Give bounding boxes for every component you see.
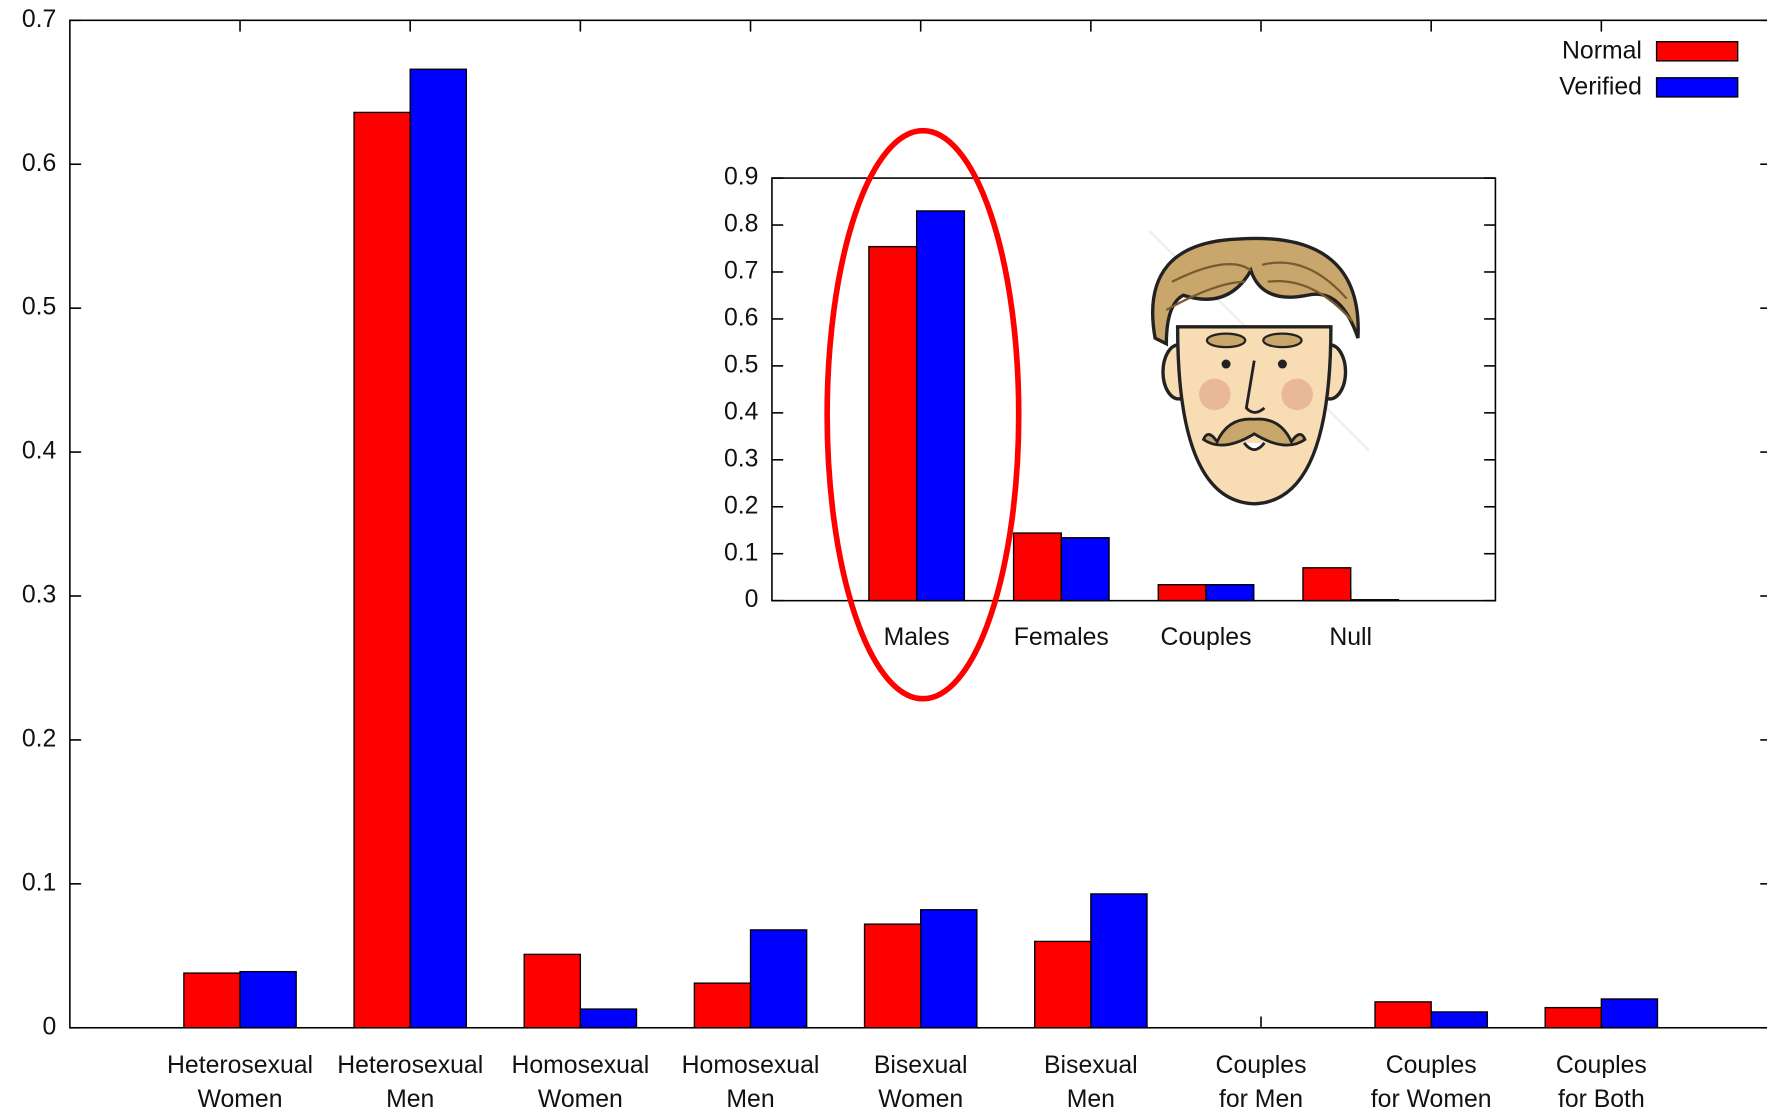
bar: [1157, 584, 1207, 602]
bar: [915, 210, 966, 602]
y-tick-label: 0.6: [724, 304, 758, 331]
bar: [239, 970, 297, 1029]
bar: [1302, 567, 1352, 602]
y-tick-label: 0.4: [724, 398, 759, 425]
y-tick-label: 0.5: [724, 351, 758, 378]
legend-label: Normal: [1562, 37, 1642, 64]
bar: [579, 1008, 638, 1029]
x-tick-label: Bisexual Women: [874, 1052, 968, 1113]
y-tick-label: 0.2: [724, 492, 758, 519]
x-tick-label: Couples for Men: [1216, 1052, 1307, 1113]
y-tick-label: 0.7: [22, 6, 56, 33]
bar: [749, 929, 808, 1029]
bar: [1090, 893, 1148, 1029]
y-tick-label: 0.3: [724, 445, 758, 472]
bar: [1060, 537, 1110, 602]
highlight-ellipse: [824, 127, 1022, 702]
bar: [409, 68, 468, 1029]
x-tick-label: Homosexual Women: [511, 1052, 649, 1113]
bar: [1205, 584, 1255, 602]
bar: [868, 245, 918, 602]
plot-frame: [771, 177, 1497, 602]
bar: [920, 909, 978, 1029]
legend-swatch: [1655, 77, 1739, 98]
bar: [523, 953, 582, 1029]
bar: [353, 111, 411, 1029]
x-tick-label: Males: [884, 623, 950, 650]
y-tick-label: 0.3: [22, 582, 56, 609]
bar: [1544, 1006, 1603, 1029]
y-tick-label: 0: [745, 586, 759, 613]
face-illustration: [1148, 230, 1370, 506]
y-tick-label: 0.1: [724, 539, 758, 566]
bar: [1600, 998, 1659, 1029]
x-tick-label: Couples for Both: [1556, 1052, 1647, 1113]
x-tick-label: Females: [1014, 623, 1109, 650]
y-tick-label: 0.6: [22, 150, 56, 177]
y-tick-label: 0.9: [724, 164, 758, 191]
bar: [183, 972, 241, 1029]
y-tick-label: 0.5: [22, 294, 56, 321]
legend-label: Verified: [1559, 73, 1642, 100]
y-tick-label: 0.7: [724, 258, 758, 285]
x-tick-label: Null: [1329, 623, 1372, 650]
x-tick-label: Heterosexual Men: [337, 1052, 483, 1113]
bar: [1012, 532, 1063, 602]
x-tick-label: Couples: [1161, 623, 1252, 650]
x-tick-label: Couples for Women: [1371, 1052, 1492, 1113]
y-tick-label: 0.4: [22, 438, 57, 465]
x-tick-label: Homosexual Men: [682, 1052, 820, 1113]
plot-frame: [69, 19, 1767, 1029]
x-tick-label: Bisexual Men: [1044, 1052, 1138, 1113]
main-chart: 0 0.1 0.2 0.3 0.4 0.5 0.6 0.7 Heterosexual Women H…: [22, 6, 1767, 1113]
y-tick-label: 0.1: [22, 869, 56, 896]
bar: [1374, 1001, 1432, 1029]
y-tick-label: 0.8: [724, 211, 758, 238]
bar: [693, 982, 752, 1029]
y-tick-label: 0: [43, 1013, 57, 1040]
bar: [863, 923, 922, 1029]
bar: [1430, 1011, 1489, 1029]
x-tick-label: Heterosexual Women: [167, 1052, 313, 1113]
y-tick-label: 0.2: [22, 725, 56, 752]
legend-swatch: [1655, 41, 1739, 62]
inset-chart: 0 0.1 0.2 0.3 0.4 0.5 0.6 0.7 0.8 0.9 Males Females…: [724, 164, 1497, 650]
bar: [1034, 940, 1092, 1029]
